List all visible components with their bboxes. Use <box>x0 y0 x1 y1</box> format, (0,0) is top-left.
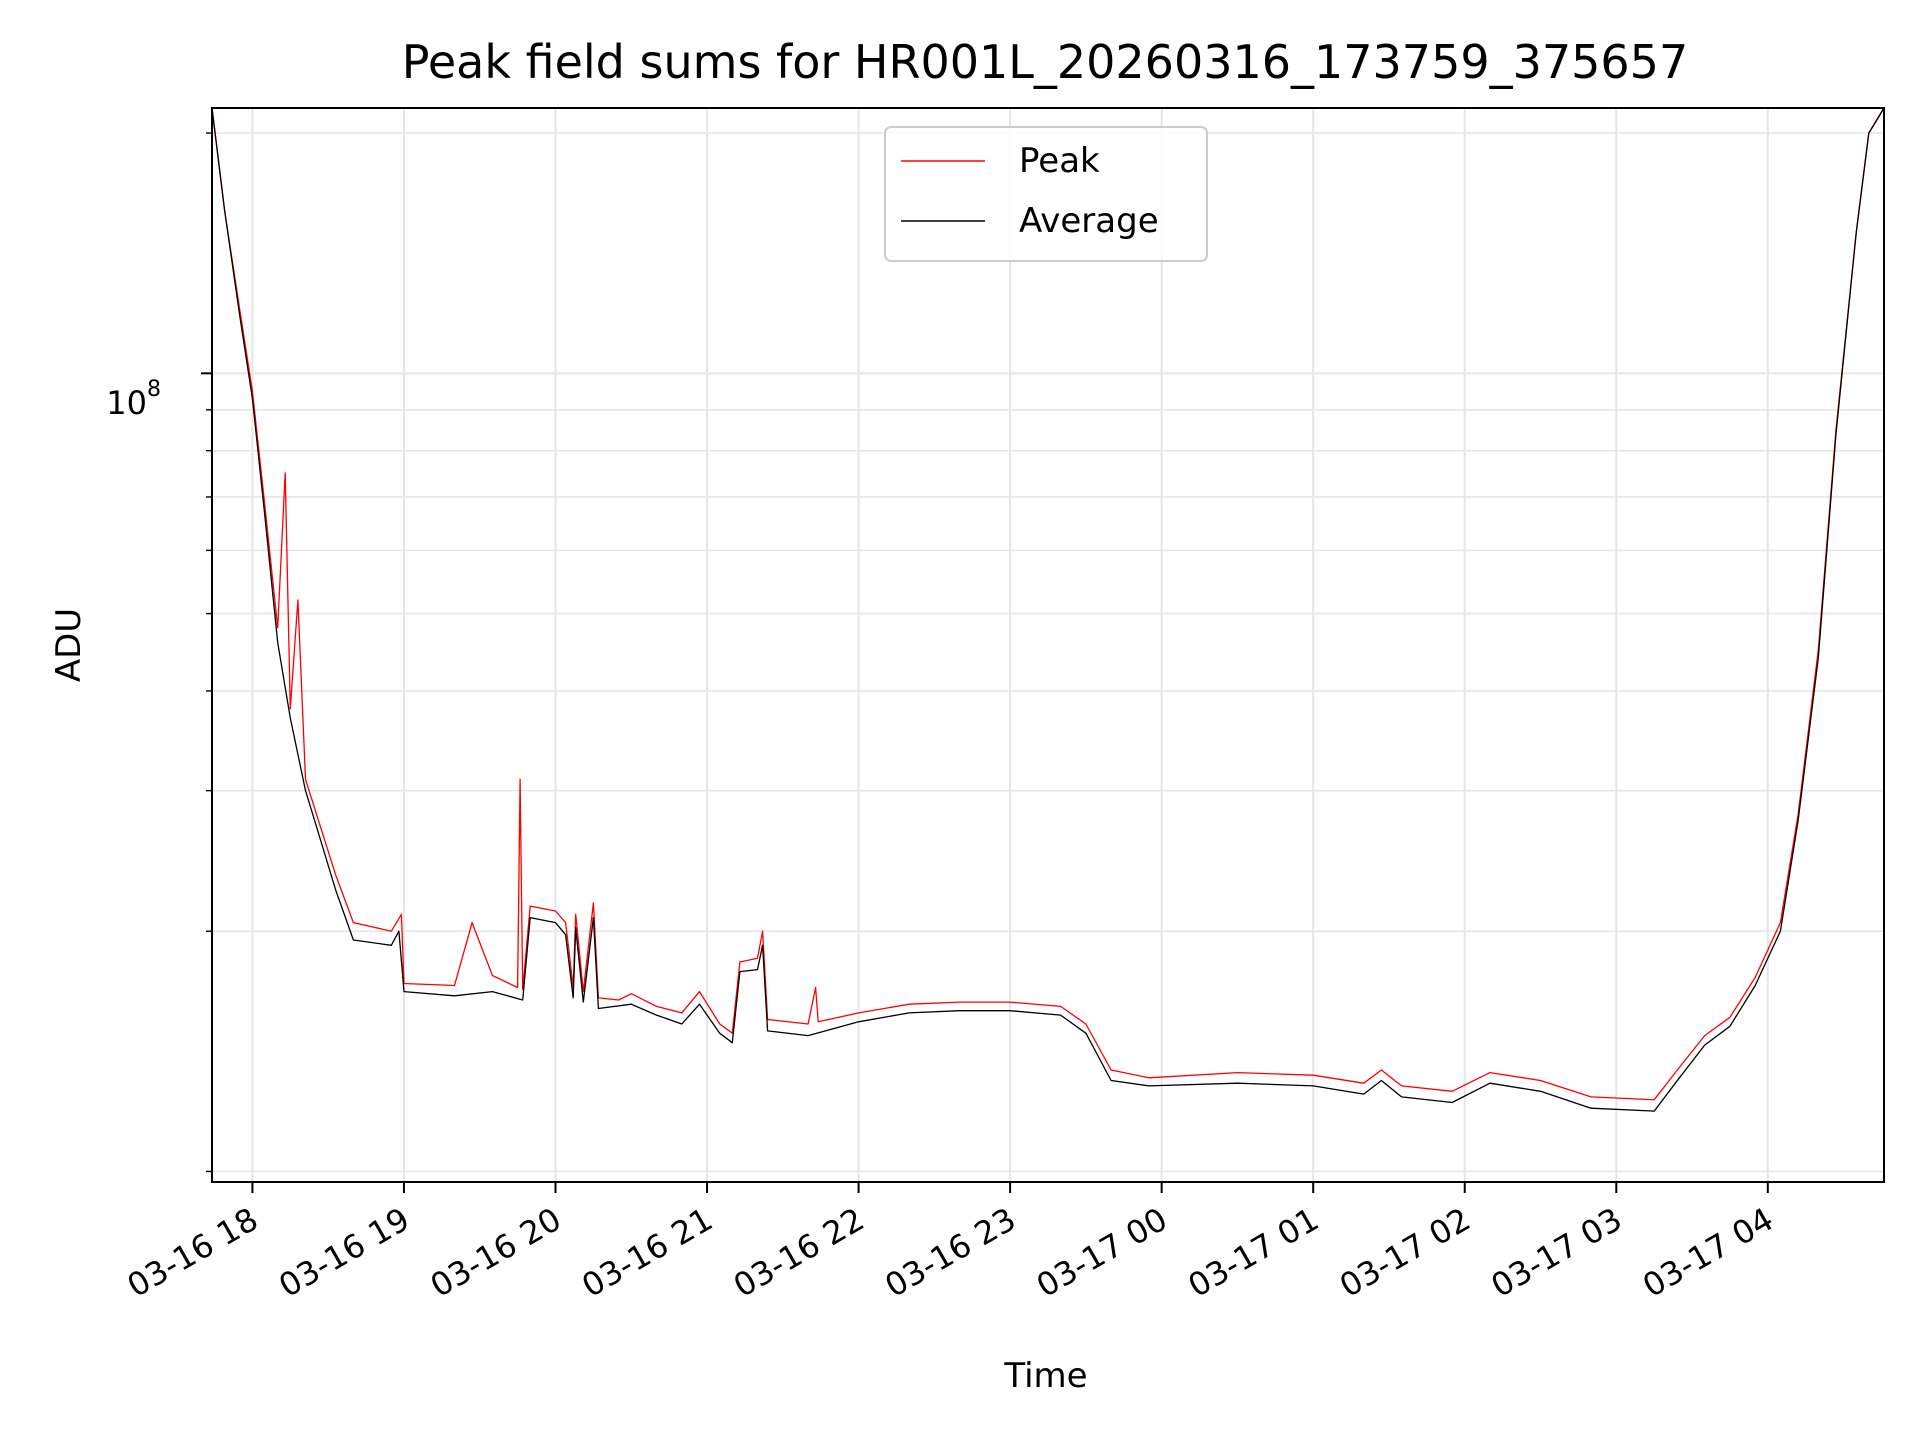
y-tick-label-major: 10 8 <box>106 377 161 422</box>
series-line-peak <box>211 107 1885 1101</box>
legend-label-peak: Peak <box>1019 141 1100 181</box>
y-axis-label: ADU <box>49 608 89 682</box>
y-tick-label-exponent: 8 <box>147 377 161 402</box>
y-tick-label-base: 10 <box>106 384 147 422</box>
legend-label-average: Average <box>1019 201 1159 241</box>
plot-frame <box>211 107 1885 1183</box>
x-axis-label: Time <box>1003 1356 1087 1396</box>
series-line-average <box>211 107 1885 1112</box>
legend: Peak Average <box>884 126 1208 262</box>
chart-title: Peak field sums for HR001L_20260316_1737… <box>402 35 1688 89</box>
series-lines <box>211 107 1885 1112</box>
